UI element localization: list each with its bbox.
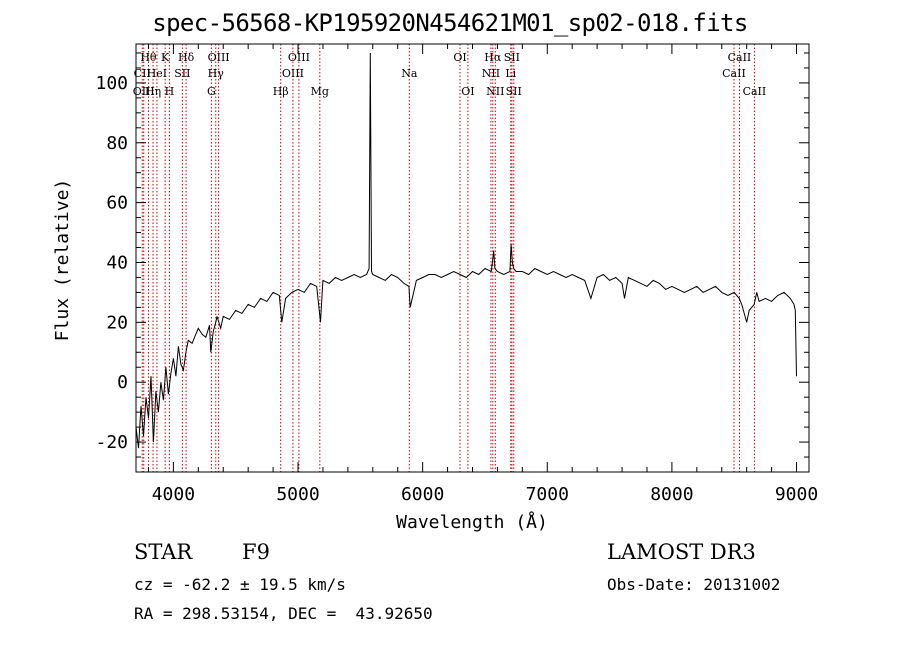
line-marker-label: G: [207, 85, 216, 98]
obs-date: Obs-Date: 20131002: [607, 575, 781, 594]
line-marker-label: HeI: [147, 67, 167, 80]
line-marker-label: Mg: [311, 85, 329, 98]
line-marker-labels: CII OIII Hθ Hη HeI K H SII Hδ G Hγ OIII Hβ OIII OIII Mg…: [133, 51, 767, 98]
line-marker-label: OI: [453, 51, 466, 64]
line-marker-label: Hβ: [273, 85, 289, 98]
line-marker-label: NII: [486, 85, 504, 98]
line-marker-label: Hδ: [178, 51, 195, 64]
line-marker-label: Na: [401, 67, 418, 80]
line-marker-label: K: [161, 51, 170, 64]
line-marker-label: OIII: [133, 85, 155, 98]
x-axis: 4000 5000 6000 7000 8000 9000: [147, 44, 818, 505]
y-tick-label: 20: [106, 312, 128, 333]
y-tick-label: -20: [95, 432, 128, 453]
x-tick-label: 8000: [650, 484, 693, 505]
line-marker-label: CaII: [728, 51, 752, 64]
y-axis-label: Flux (relative): [52, 179, 73, 342]
y-tick-label: 60: [106, 193, 128, 214]
line-marker-label: CaII: [722, 67, 746, 80]
line-marker-label: Hγ: [208, 67, 225, 80]
y-tick-label: 80: [106, 133, 128, 154]
line-marker-label: OI: [461, 85, 474, 98]
line-marker-label: Hα: [484, 51, 502, 64]
object-subclass: F9: [242, 540, 270, 564]
line-markers: [141, 44, 755, 472]
line-marker-label: CaII: [743, 85, 767, 98]
line-marker-label: Hθ: [140, 51, 157, 64]
line-marker-label: SII: [174, 67, 190, 80]
object-class: STAR: [134, 540, 193, 564]
line-marker-label: SII: [506, 85, 522, 98]
x-tick-label: 5000: [276, 484, 319, 505]
plot-frame: [135, 43, 810, 473]
chart-title: spec-56568-KP195920N454621M01_sp02-018.f…: [152, 9, 748, 37]
spectrum-series-line: [135, 52, 797, 449]
y-axis: -20 0 20 40 60 80 100: [95, 52, 809, 473]
x-axis-label: Wavelength (Å): [396, 511, 548, 533]
x-tick-label: 7000: [526, 484, 569, 505]
line-marker-label: OIII: [288, 51, 310, 64]
line-marker-label: SII: [504, 51, 520, 64]
survey-name: LAMOST DR3: [607, 540, 756, 564]
line-marker-label: H: [165, 85, 175, 98]
line-marker-label: Hη: [145, 85, 161, 98]
line-marker-label: CII: [134, 67, 151, 80]
y-tick-label: 0: [117, 372, 128, 393]
x-tick-label: 6000: [401, 484, 444, 505]
y-tick-label: 100: [95, 73, 128, 94]
y-tick-label: 40: [106, 252, 128, 273]
line-marker-label: OIII: [282, 67, 304, 80]
line-marker-label: OIII: [208, 51, 230, 64]
line-marker-label: NII: [482, 67, 500, 80]
coordinates: RA = 298.53154, DEC = 43.92650: [134, 604, 433, 623]
redshift-text: cz = -62.2 ± 19.5 km/s: [134, 575, 346, 594]
x-tick-label: 9000: [775, 484, 818, 505]
x-tick-label: 4000: [152, 484, 195, 505]
line-marker-label: Li: [505, 67, 516, 80]
